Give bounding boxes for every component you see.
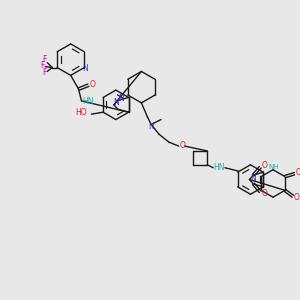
Text: O: O <box>89 80 95 89</box>
Text: F: F <box>42 55 46 64</box>
Text: O: O <box>261 161 267 170</box>
Text: N: N <box>148 122 154 131</box>
Text: O: O <box>261 189 267 198</box>
Text: N: N <box>113 98 119 107</box>
Text: N: N <box>250 174 256 183</box>
Text: O: O <box>296 168 300 177</box>
Text: NH: NH <box>269 164 279 170</box>
Text: HN: HN <box>82 98 94 106</box>
Text: F: F <box>40 61 45 70</box>
Text: F: F <box>42 68 46 77</box>
Text: O: O <box>294 193 300 202</box>
Text: HO: HO <box>76 108 87 117</box>
Text: N: N <box>82 64 88 74</box>
Text: O: O <box>180 141 186 150</box>
Text: N: N <box>118 94 124 103</box>
Text: HN: HN <box>213 163 225 172</box>
